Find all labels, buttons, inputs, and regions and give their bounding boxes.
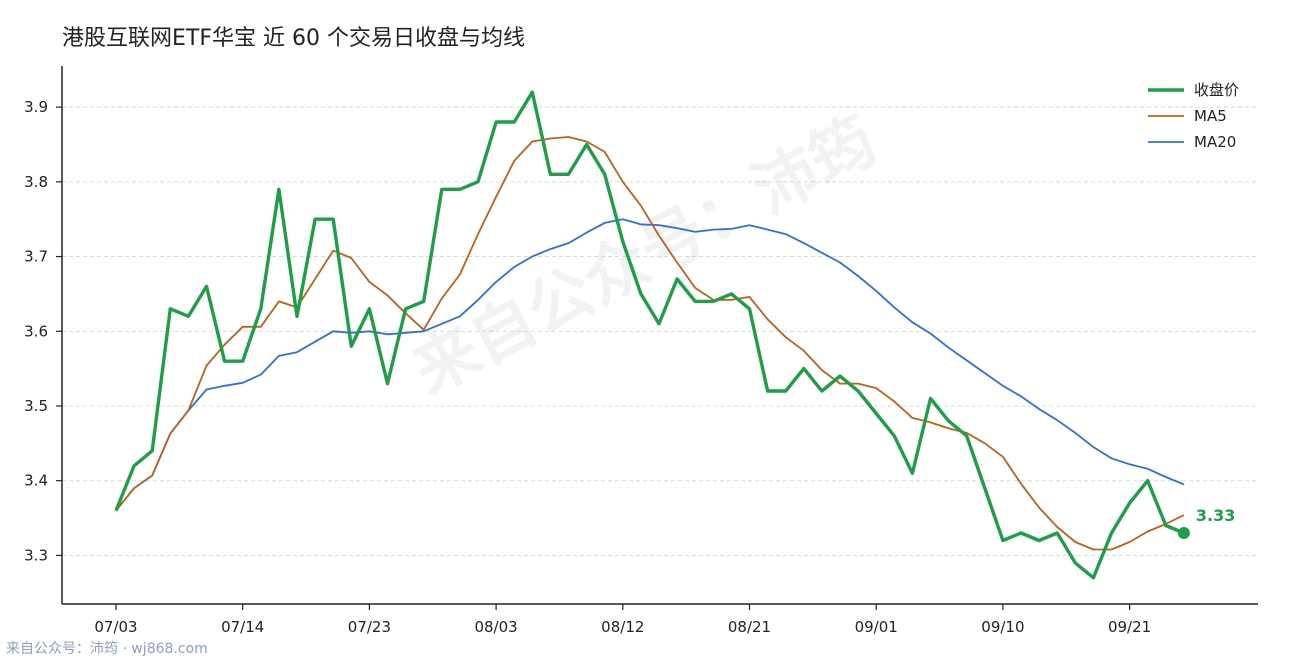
y-tick-label: 3.5: [24, 397, 48, 415]
footer-text: 来自公众号：沛筠 · wj868.com: [6, 640, 208, 657]
grid-lines: [62, 106, 1258, 556]
legend: 收盘价 MA5 MA20: [1148, 81, 1239, 151]
x-tick-label: 07/14: [221, 618, 264, 636]
x-tick-label: 07/23: [348, 618, 391, 636]
axes: 3.3 3.4 3.5 3.6 3.7 3.8 3.9 07/03 07/14 07/23 08/0…: [24, 66, 1258, 636]
legend-label-收盘价: 收盘价: [1194, 81, 1239, 99]
legend-label-MA20: MA20: [1194, 133, 1236, 151]
y-tick-label: 3.8: [24, 173, 48, 191]
x-tick-label: 08/21: [728, 618, 771, 636]
last-close-label: 3.33: [1196, 506, 1235, 525]
x-tick-label: 09/01: [855, 618, 898, 636]
legend-label-MA5: MA5: [1194, 107, 1227, 125]
x-tick-label: 09/10: [981, 618, 1024, 636]
last-close-point: [1177, 527, 1190, 540]
y-tick-label: 3.7: [24, 248, 48, 266]
y-tick-label: 3.3: [24, 546, 48, 564]
x-tick-label: 09/21: [1108, 618, 1151, 636]
y-tick-label: 3.6: [24, 322, 48, 340]
y-tick-label: 3.4: [24, 472, 48, 490]
chart-title: 港股互联网ETF华宝 近 60 个交易日收盘与均线: [62, 26, 525, 51]
x-tick-label: 08/03: [474, 618, 517, 636]
x-tick-label: 07/03: [94, 618, 137, 636]
series-lines: 3.33: [114, 90, 1235, 580]
series-line-收盘价: [114, 90, 1185, 580]
x-tick-label: 08/12: [601, 618, 644, 636]
series-line-MA20: [115, 218, 1185, 512]
y-tick-label: 3.9: [24, 98, 48, 116]
